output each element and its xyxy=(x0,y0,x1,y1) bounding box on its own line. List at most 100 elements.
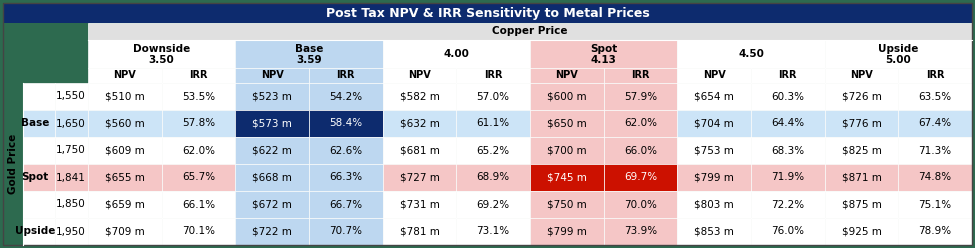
Bar xyxy=(309,218,382,245)
Text: $799 m: $799 m xyxy=(547,226,587,237)
Bar xyxy=(162,110,235,137)
Bar xyxy=(751,110,825,137)
Bar xyxy=(604,110,678,137)
Bar xyxy=(23,191,55,218)
Bar xyxy=(825,164,898,191)
Text: $722 m: $722 m xyxy=(253,226,292,237)
Bar xyxy=(23,83,55,110)
Text: 3.59: 3.59 xyxy=(296,55,322,64)
Text: NPV: NPV xyxy=(260,70,284,81)
Text: $753 m: $753 m xyxy=(694,146,734,155)
Text: IRR: IRR xyxy=(336,70,355,81)
Bar xyxy=(382,83,456,110)
Text: $510 m: $510 m xyxy=(105,92,144,101)
Text: 68.9%: 68.9% xyxy=(477,173,510,183)
Text: 74.8%: 74.8% xyxy=(918,173,952,183)
Bar xyxy=(235,83,309,110)
Text: 1,550: 1,550 xyxy=(57,92,86,101)
Text: $776 m: $776 m xyxy=(841,119,881,128)
Bar xyxy=(309,191,382,218)
Bar xyxy=(162,83,235,110)
Bar xyxy=(604,164,678,191)
Bar xyxy=(88,218,162,245)
Text: 54.2%: 54.2% xyxy=(330,92,363,101)
Bar xyxy=(382,40,530,68)
Bar xyxy=(88,137,162,164)
Text: 68.3%: 68.3% xyxy=(771,146,804,155)
Text: Downside: Downside xyxy=(133,44,190,54)
Text: 4.50: 4.50 xyxy=(738,49,764,59)
Text: 64.4%: 64.4% xyxy=(771,119,804,128)
Bar xyxy=(604,68,678,83)
Bar xyxy=(309,164,382,191)
Bar xyxy=(825,191,898,218)
Bar xyxy=(235,191,309,218)
Text: $622 m: $622 m xyxy=(253,146,292,155)
Text: 78.9%: 78.9% xyxy=(918,226,952,237)
Bar xyxy=(530,68,604,83)
Text: 1,650: 1,650 xyxy=(57,119,86,128)
Bar xyxy=(456,68,530,83)
Text: $781 m: $781 m xyxy=(400,226,440,237)
Bar xyxy=(678,137,751,164)
Bar xyxy=(456,191,530,218)
Text: Base: Base xyxy=(294,44,323,54)
Text: Gold Price: Gold Price xyxy=(8,134,18,194)
Text: 58.4%: 58.4% xyxy=(330,119,363,128)
Text: 57.9%: 57.9% xyxy=(624,92,657,101)
Text: $700 m: $700 m xyxy=(547,146,587,155)
Bar xyxy=(382,110,456,137)
Bar xyxy=(751,68,825,83)
Bar xyxy=(382,218,456,245)
Text: 75.1%: 75.1% xyxy=(918,199,952,210)
Text: $681 m: $681 m xyxy=(400,146,440,155)
Bar xyxy=(456,164,530,191)
Text: 65.2%: 65.2% xyxy=(477,146,510,155)
Text: 3.50: 3.50 xyxy=(149,55,175,64)
Text: $799 m: $799 m xyxy=(694,173,734,183)
Text: $875 m: $875 m xyxy=(841,199,881,210)
Text: 53.5%: 53.5% xyxy=(182,92,215,101)
Bar xyxy=(898,164,972,191)
Bar xyxy=(751,164,825,191)
Bar xyxy=(23,137,55,164)
Bar xyxy=(88,83,162,110)
Bar xyxy=(678,191,751,218)
Text: 69.7%: 69.7% xyxy=(624,173,657,183)
Bar xyxy=(898,68,972,83)
Text: 67.4%: 67.4% xyxy=(918,119,952,128)
Bar xyxy=(678,110,751,137)
Text: 73.9%: 73.9% xyxy=(624,226,657,237)
Bar xyxy=(825,83,898,110)
Text: $560 m: $560 m xyxy=(105,119,144,128)
Text: 73.1%: 73.1% xyxy=(477,226,510,237)
Text: 4.13: 4.13 xyxy=(591,55,616,64)
Text: 63.5%: 63.5% xyxy=(918,92,952,101)
Bar xyxy=(55,83,88,110)
Text: $668 m: $668 m xyxy=(253,173,292,183)
Bar xyxy=(235,68,309,83)
Bar xyxy=(825,40,972,68)
Text: $704 m: $704 m xyxy=(694,119,734,128)
Text: 5.00: 5.00 xyxy=(885,55,912,64)
Bar xyxy=(898,137,972,164)
Text: IRR: IRR xyxy=(484,70,502,81)
Bar xyxy=(88,40,235,68)
Text: $853 m: $853 m xyxy=(694,226,734,237)
Bar xyxy=(88,23,972,40)
Text: 72.2%: 72.2% xyxy=(771,199,804,210)
Bar xyxy=(604,191,678,218)
Text: 60.3%: 60.3% xyxy=(771,92,804,101)
Bar xyxy=(530,40,678,68)
Text: $745 m: $745 m xyxy=(547,173,587,183)
Text: $803 m: $803 m xyxy=(694,199,734,210)
Bar xyxy=(751,218,825,245)
Bar xyxy=(3,68,88,83)
Bar xyxy=(235,137,309,164)
Text: $727 m: $727 m xyxy=(400,173,440,183)
Text: 66.0%: 66.0% xyxy=(624,146,657,155)
Text: 65.7%: 65.7% xyxy=(182,173,215,183)
Bar xyxy=(898,218,972,245)
Bar xyxy=(382,164,456,191)
Bar xyxy=(530,191,604,218)
